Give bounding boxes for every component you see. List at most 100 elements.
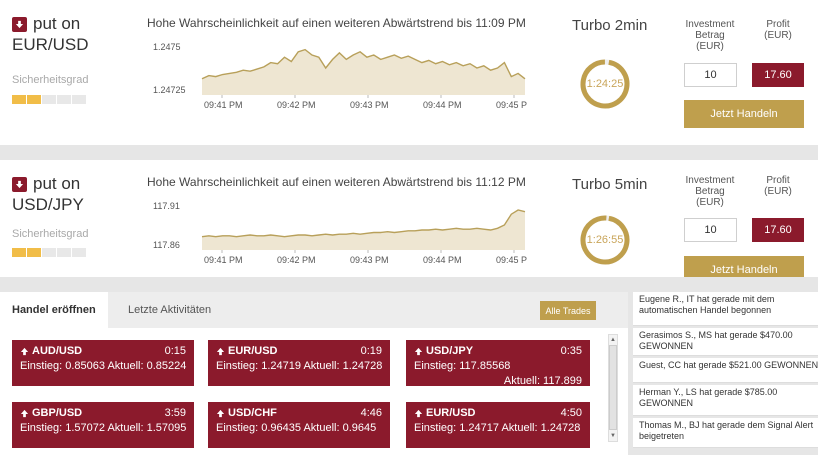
- open-trade-card[interactable]: GBP/USD 3:59 Einstieg: 1.57072 Aktuell: 1.…: [12, 402, 194, 448]
- direction-label: put on: [33, 174, 81, 193]
- security-bar-filled: [12, 248, 26, 257]
- feed-item: Herman Y., LS hat gerade $785.00 GEWONNEN: [633, 385, 818, 416]
- trade-now-button[interactable]: Jetzt Handeln: [684, 100, 804, 128]
- scroll-up-icon[interactable]: ▲: [610, 337, 616, 343]
- security-meter: [12, 95, 86, 104]
- countdown-text: 1:24:25: [586, 78, 624, 90]
- trade-time: 3:59: [164, 407, 186, 419]
- security-bar-filled: [12, 95, 26, 104]
- trade-pair-label: EUR/USD: [426, 407, 476, 419]
- feed-item: Eugene R., IT hat gerade mit dem automati…: [633, 292, 818, 326]
- countdown-timer: 1:24:25: [578, 57, 632, 111]
- trade-pair-label: USD/CHF: [228, 407, 277, 419]
- currency-pair: EUR/USD: [12, 35, 89, 54]
- tab-bar: Handel eröffnen Letzte Aktivitäten Alle …: [0, 292, 628, 328]
- y-tick-label: 117.91: [153, 201, 180, 211]
- trade-entry: Einstieg: 1.57072 Aktuell: 1.57095: [20, 422, 187, 434]
- tab-recent-activity[interactable]: Letzte Aktivitäten: [128, 304, 212, 316]
- security-label: Sicherheitsgrad: [12, 74, 89, 86]
- trade-entry: Einstieg: 0.96435 Aktuell: 0.9645: [216, 422, 377, 434]
- arrow-down-icon: [12, 176, 27, 192]
- activity-feed: Eugene R., IT hat gerade mit dem automati…: [633, 292, 818, 455]
- all-trades-button[interactable]: Alle Trades: [540, 301, 596, 320]
- x-tick-label: 09:42 PM: [277, 255, 316, 265]
- scroll-down-icon[interactable]: ▼: [610, 433, 616, 439]
- open-trade-card[interactable]: USD/JPY 0:35 Einstieg: 117.85568 Aktuell: 1…: [406, 340, 590, 387]
- direction-label: put on: [33, 14, 81, 33]
- feed-text: Herman Y., LS hat gerade $785.00: [639, 387, 778, 397]
- signal-card: put on EUR/USD Sicherheitsgrad Hohe Wahr…: [0, 0, 818, 145]
- open-trade-card[interactable]: USD/CHF 4:46 Einstieg: 0.96435 Aktuell: 0.…: [208, 402, 390, 448]
- security-label: Sicherheitsgrad: [12, 228, 89, 240]
- feed-text: GEWONNEN: [639, 341, 693, 351]
- security-bar-empty: [72, 248, 86, 257]
- feed-item: Guest, CC hat gerade $521.00 GEWONNEN: [633, 358, 818, 383]
- profit-label: Profit (EUR): [764, 175, 792, 197]
- signal-title: put on EUR/USD: [12, 14, 89, 55]
- chart-headline: Hohe Wahrscheinlichkeit auf einen weiter…: [147, 175, 526, 189]
- security-bar-empty: [72, 95, 86, 104]
- scroll-thumb[interactable]: [609, 345, 617, 430]
- feed-text: Gerasimos S., MS hat gerade $470.00: [639, 330, 793, 340]
- price-line: [201, 48, 526, 80]
- x-tick-label: 09:43 PM: [350, 255, 389, 265]
- signal-title: put on USD/JPY: [12, 174, 84, 215]
- chart-headline: Hohe Wahrscheinlichkeit auf einen weiter…: [147, 16, 526, 30]
- open-trade-card[interactable]: EUR/USD 4:50 Einstieg: 1.24717 Aktuell: 1.…: [406, 402, 590, 448]
- trade-time: 4:50: [560, 407, 582, 419]
- security-bar-empty: [57, 248, 71, 257]
- investment-label: Investment Betrag (EUR): [685, 19, 735, 52]
- trade-pair-label: USD/JPY: [426, 345, 474, 357]
- feed-text: GEWONNEN: [639, 398, 693, 408]
- security-bar-empty: [42, 95, 56, 104]
- open-trade-card[interactable]: EUR/USD 0:19 Einstieg: 1.24719 Aktuell: 1.…: [208, 340, 390, 386]
- x-tick-label: 09:43 PM: [350, 100, 389, 110]
- scrollbar[interactable]: ▲ ▼: [608, 334, 618, 442]
- trade-pair-label: GBP/USD: [32, 407, 83, 419]
- feed-text: Guest, CC hat gerade $521.00 GEWONNEN: [639, 360, 818, 370]
- x-tick-label: 09:42 PM: [277, 100, 316, 110]
- price-area: [202, 210, 525, 250]
- feed-text: Thomas M., BJ hat gerade dem Signal Aler…: [639, 420, 814, 430]
- trade-time: 0:19: [360, 345, 382, 357]
- trade-pair: EUR/USD: [414, 407, 476, 419]
- trade-time: 4:46: [360, 407, 382, 419]
- price-chart: 117.91 117.86 09:41 PM 09:42 PM 09:43 PM 09:4…: [147, 194, 527, 266]
- trade-pair: USD/JPY: [414, 345, 473, 357]
- x-tick-label: 09:45 PM: [496, 255, 527, 265]
- trade-pair: GBP/USD: [20, 407, 82, 419]
- profit-value: 17.60: [752, 218, 804, 242]
- profit-label: Profit (EUR): [764, 19, 792, 41]
- countdown-timer: 1:26:55: [578, 213, 632, 267]
- x-tick-label: 09:41 PM: [204, 100, 243, 110]
- tab-open-trades[interactable]: Handel eröffnen: [0, 292, 108, 328]
- open-trade-card[interactable]: AUD/USD 0:15 Einstieg: 0.85063 Aktuell: 0.…: [12, 340, 194, 386]
- x-tick-label: 09:45 PM: [496, 100, 527, 110]
- currency-pair: USD/JPY: [12, 195, 84, 214]
- trade-now-button[interactable]: Jetzt Handeln: [684, 256, 804, 277]
- feed-item: Thomas M., BJ hat gerade dem Signal Aler…: [633, 418, 818, 448]
- price-area: [202, 49, 525, 95]
- security-bar-filled: [27, 248, 41, 257]
- arrow-down-icon: [12, 16, 27, 32]
- trade-current: Aktuell: 117.899: [503, 375, 582, 387]
- arrow-up-icon: [20, 409, 29, 417]
- turbo-label: Turbo 5min: [572, 176, 648, 193]
- x-tick-label: 09:44 PM: [423, 255, 462, 265]
- trade-time: 0:15: [164, 345, 186, 357]
- arrow-up-icon: [414, 347, 423, 355]
- trade-pair: USD/CHF: [216, 407, 277, 419]
- security-bar-filled: [27, 95, 41, 104]
- investment-input[interactable]: [684, 63, 737, 87]
- trade-entry: Einstieg: 117.85568: [414, 360, 511, 372]
- investment-input[interactable]: [684, 218, 737, 242]
- trade-pair-label: AUD/USD: [32, 345, 83, 357]
- trade-pair-label: EUR/USD: [228, 345, 278, 357]
- security-bar-empty: [42, 248, 56, 257]
- price-line: [201, 209, 526, 238]
- turbo-label: Turbo 2min: [572, 17, 648, 34]
- investment-label: Investment Betrag (EUR): [685, 175, 735, 208]
- security-meter: [12, 248, 86, 257]
- trade-entry: Einstieg: 1.24717 Aktuell: 1.24728: [414, 422, 581, 434]
- trade-time: 0:35: [560, 345, 582, 357]
